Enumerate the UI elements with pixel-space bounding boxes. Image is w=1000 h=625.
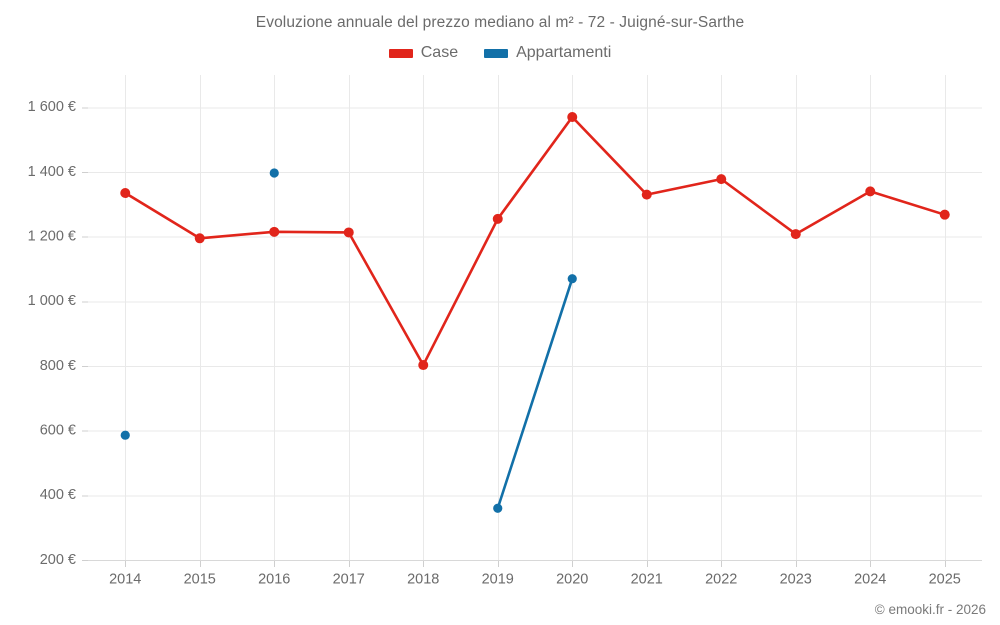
y-axis-tick-label: 400 € <box>40 487 76 503</box>
data-point-case-2024[interactable] <box>865 186 876 197</box>
data-point-case-2014[interactable] <box>120 188 131 199</box>
y-axis-tick-label: 200 € <box>40 552 76 568</box>
data-point-case-2022[interactable] <box>716 174 727 185</box>
data-point-case-2023[interactable] <box>790 229 801 240</box>
data-point-appartamenti-2016[interactable] <box>269 168 279 178</box>
chart-legend: Case Appartamenti <box>0 44 1000 62</box>
data-point-case-2018[interactable] <box>418 360 429 371</box>
data-point-case-2025[interactable] <box>939 209 950 220</box>
x-axis-tick-label: 2018 <box>407 572 439 588</box>
data-point-case-2015[interactable] <box>194 233 205 244</box>
y-axis-tick-label: 1 400 € <box>28 164 76 180</box>
y-axis-tick-label: 1 600 € <box>28 99 76 115</box>
data-point-appartamenti-2019[interactable] <box>493 503 503 513</box>
y-axis-tick-label: 1 200 € <box>28 228 76 244</box>
x-axis-tick-label: 2025 <box>929 572 961 588</box>
x-axis-tick-label: 2015 <box>184 572 216 588</box>
x-axis-tick-label: 2014 <box>109 572 141 588</box>
x-axis-tick-label: 2021 <box>631 572 663 588</box>
legend-label-appartamenti: Appartamenti <box>516 44 612 61</box>
legend-item-appartamenti[interactable]: Appartamenti <box>484 44 611 62</box>
legend-item-case[interactable]: Case <box>388 44 459 62</box>
x-axis-tick-label: 2019 <box>482 572 514 588</box>
legend-swatch-case <box>388 48 413 58</box>
data-point-appartamenti-2014[interactable] <box>120 430 130 440</box>
data-point-case-2016[interactable] <box>269 226 280 237</box>
x-axis-tick-label: 2024 <box>854 572 886 588</box>
x-axis-tick-label: 2022 <box>705 572 737 588</box>
x-axis-tick-label: 2017 <box>333 572 365 588</box>
x-axis-tick-label: 2016 <box>258 572 290 588</box>
data-point-case-2019[interactable] <box>492 213 503 224</box>
x-axis-tick-label: 2023 <box>780 572 812 588</box>
data-point-case-2020[interactable] <box>567 112 578 123</box>
data-point-case-2021[interactable] <box>641 189 652 200</box>
footer-credit: © emooki.fr - 2026 <box>874 602 986 617</box>
x-axis-tick-label: 2020 <box>556 572 588 588</box>
legend-label-case: Case <box>420 44 459 61</box>
chart-title: Evoluzione annuale del prezzo mediano al… <box>255 14 745 31</box>
y-axis-tick-label: 600 € <box>40 422 76 438</box>
data-point-appartamenti-2020[interactable] <box>567 274 577 284</box>
y-axis-tick-label: 1 000 € <box>28 293 76 309</box>
legend-swatch-appartamenti <box>484 48 509 58</box>
data-point-case-2017[interactable] <box>343 227 354 238</box>
y-axis-tick-label: 800 € <box>40 358 76 374</box>
series-line-appartamenti <box>496 277 574 510</box>
series-line-case <box>123 115 947 367</box>
